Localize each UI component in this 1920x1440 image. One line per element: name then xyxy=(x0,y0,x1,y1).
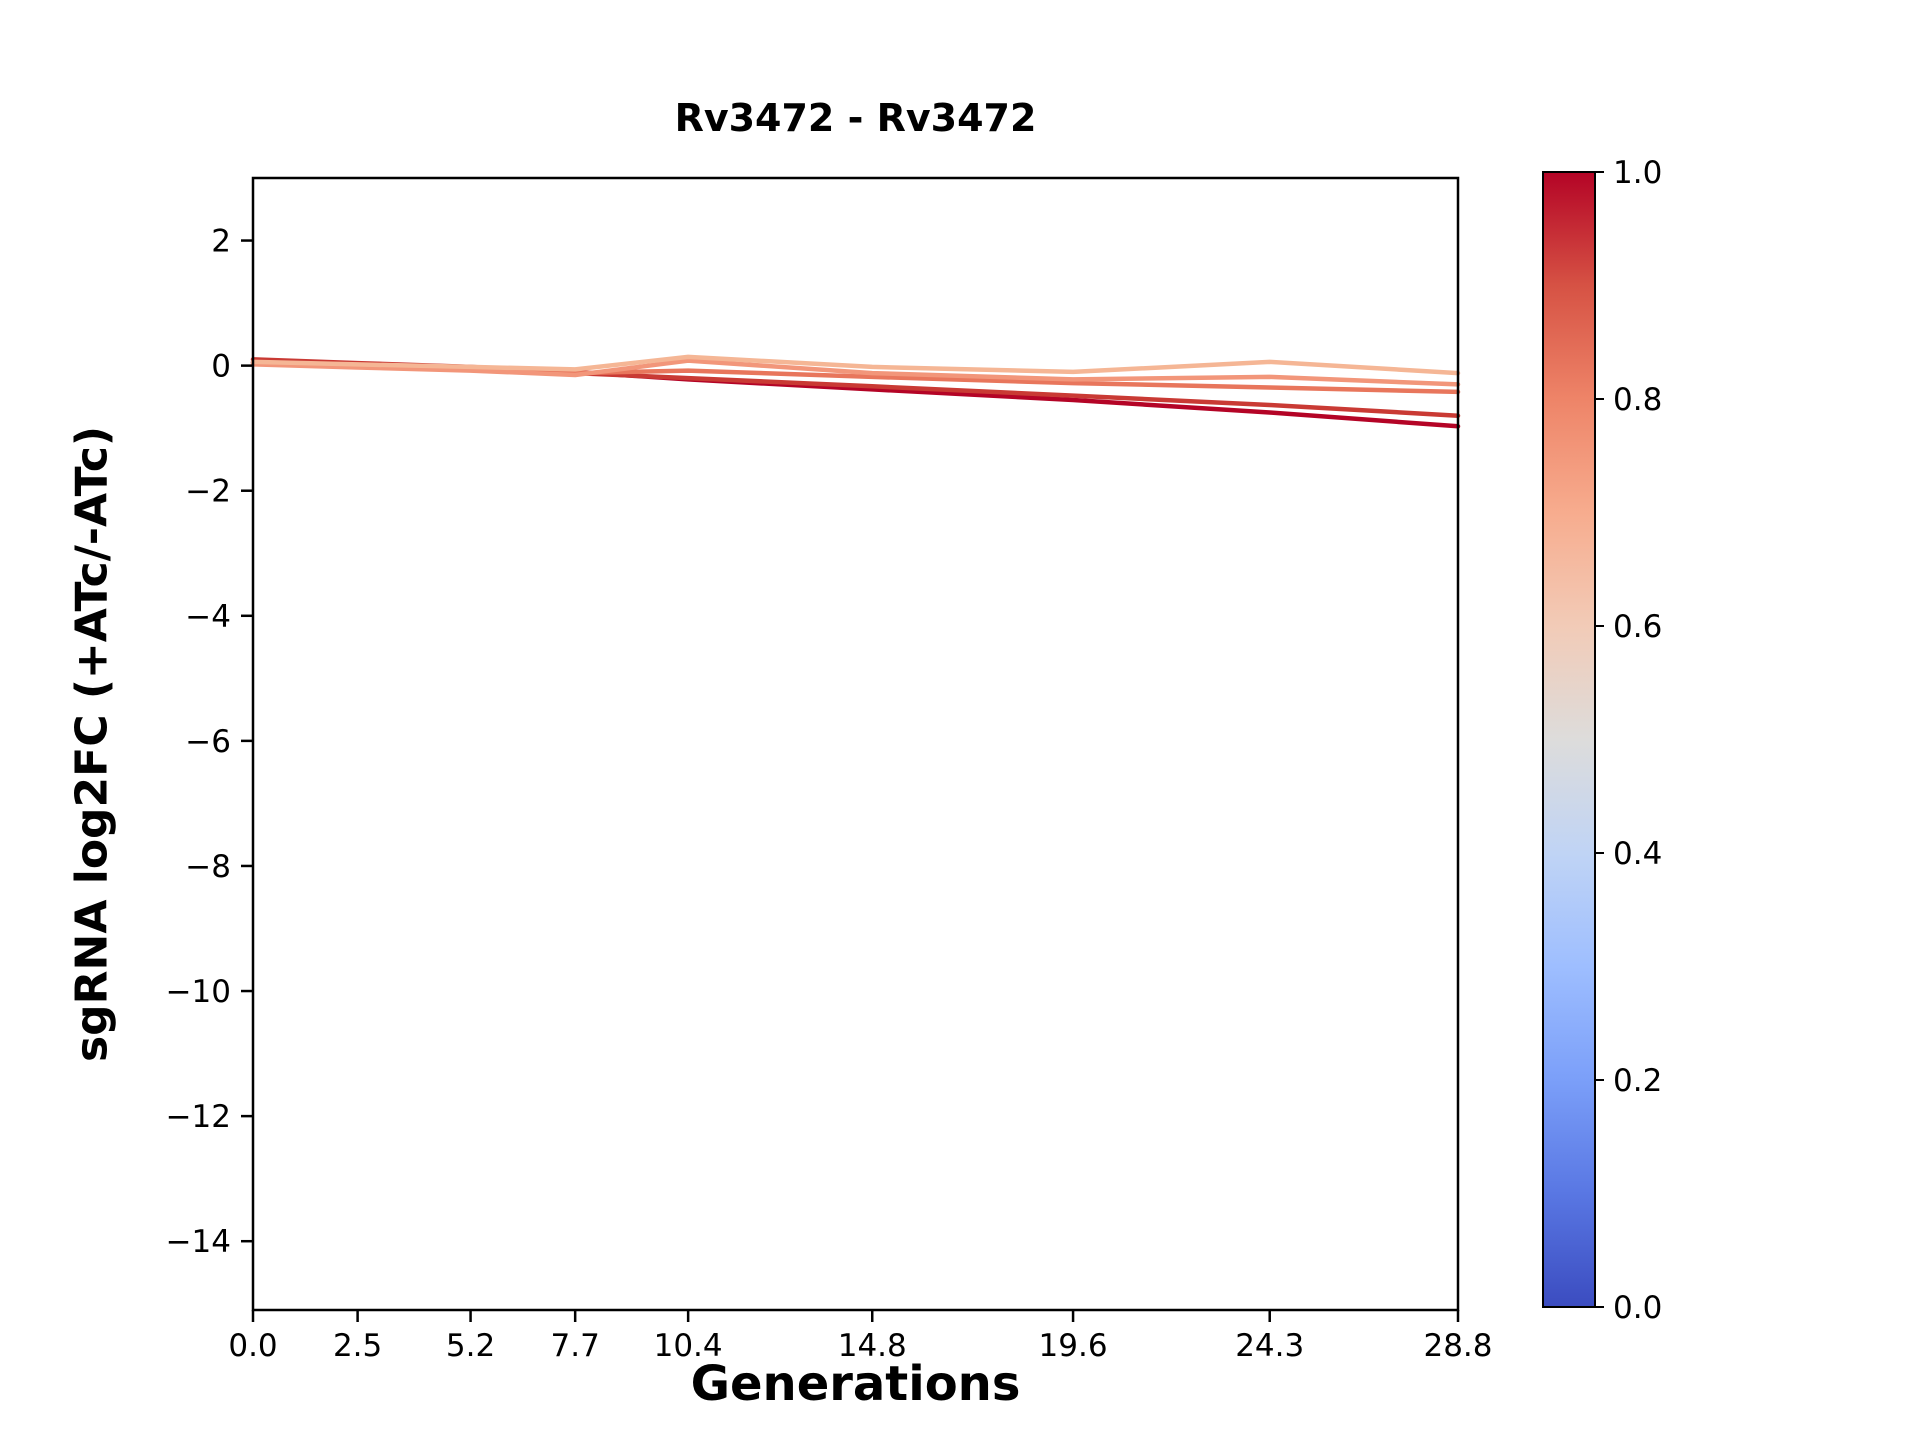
y-tick-label: −2 xyxy=(185,474,231,510)
colorbar xyxy=(1542,171,1596,1308)
x-tick-label: 28.8 xyxy=(1423,1328,1492,1364)
x-axis-label: Generations xyxy=(690,1356,1021,1412)
x-tick-label: 2.5 xyxy=(333,1328,382,1364)
y-tick-label: −4 xyxy=(185,599,231,635)
y-tick-label: −10 xyxy=(166,974,231,1010)
y-tick-label: −14 xyxy=(166,1224,231,1260)
colorbar-tick-label: 0.2 xyxy=(1613,1063,1662,1099)
y-tick-label: −8 xyxy=(185,849,231,885)
series-line-sgrna-5 xyxy=(250,354,1461,376)
y-tick-label: 0 xyxy=(211,349,231,385)
y-tick-label: −12 xyxy=(166,1099,231,1135)
y-axis-label: sgRNA log2FC (+ATc/-ATc) xyxy=(66,425,118,1063)
colorbar-tick-label: 0.0 xyxy=(1613,1290,1662,1326)
plot-frame xyxy=(251,176,1460,1312)
x-tick-label: 10.4 xyxy=(654,1328,723,1364)
x-tick-label: 5.2 xyxy=(446,1328,495,1364)
x-tick-label: 14.8 xyxy=(838,1328,907,1364)
x-tick-label: 19.6 xyxy=(1039,1328,1108,1364)
series-line-sgrna-4 xyxy=(250,358,1461,387)
y-tick-label: −6 xyxy=(185,724,231,760)
colorbar-tick-label: 1.0 xyxy=(1613,155,1662,191)
x-tick-label: 0.0 xyxy=(228,1328,277,1364)
x-tick-label: 24.3 xyxy=(1235,1328,1304,1364)
chart-title: Rv3472 - Rv3472 xyxy=(674,96,1037,140)
colorbar-tick-label: 0.4 xyxy=(1613,836,1662,872)
colorbar-tick-label: 0.8 xyxy=(1613,382,1662,418)
x-tick-label: 7.7 xyxy=(551,1328,600,1364)
colorbar-tick-label: 0.6 xyxy=(1613,609,1662,645)
y-tick-label: 2 xyxy=(211,224,231,260)
